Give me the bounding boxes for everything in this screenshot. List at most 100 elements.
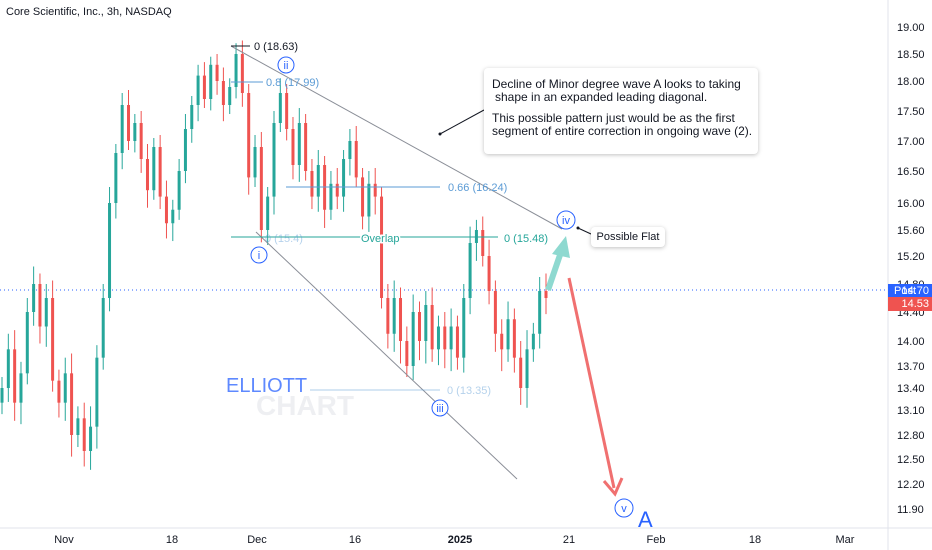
svg-text:i: i: [258, 250, 260, 262]
candle: [196, 64, 200, 122]
candle: [51, 280, 55, 392]
candle: [519, 341, 523, 405]
callout-line-3: This possible pattern just would be as t…: [492, 111, 735, 125]
time-axis[interactable]: Nov 18 Dec 16 2025 21 Feb 18 Mar: [54, 534, 855, 546]
wave-label-iv[interactable]: iv: [556, 210, 576, 230]
last-price-badge: 14.53: [888, 297, 932, 311]
possible-flat-callout[interactable]: Possible Flat: [591, 227, 665, 247]
candle: [531, 322, 535, 362]
candle: [342, 150, 346, 212]
candle: [82, 402, 86, 467]
candle: [373, 168, 377, 215]
wave-label-v[interactable]: v: [614, 498, 634, 518]
candle: [101, 284, 105, 370]
candle: [487, 239, 491, 305]
wave-label-A[interactable]: A: [638, 507, 653, 532]
price-tick-label: 12.20: [897, 479, 925, 491]
candle: [253, 135, 257, 187]
candle: [171, 199, 175, 242]
candle: [25, 298, 29, 385]
time-tick-label: 2025: [448, 534, 472, 546]
candle: [348, 129, 352, 176]
candle: [139, 111, 143, 173]
candle: [449, 308, 453, 372]
candle: [361, 168, 365, 230]
time-tick-label: 16: [349, 534, 361, 546]
candle: [177, 159, 181, 220]
time-tick-label: Nov: [54, 534, 74, 546]
candle: [209, 56, 213, 111]
candle: [392, 280, 396, 352]
candle: [417, 301, 421, 361]
candle: [247, 84, 251, 195]
candle: [266, 187, 270, 245]
candle: [183, 114, 187, 184]
chart-watermark: CHART: [256, 390, 354, 421]
candle: [304, 114, 308, 181]
candle: [291, 117, 295, 180]
candle: [297, 108, 301, 182]
candle: [228, 78, 232, 114]
down-arrow[interactable]: [567, 277, 624, 497]
wave-label-ii[interactable]: ii: [277, 56, 295, 74]
candle: [411, 294, 415, 380]
candle: [240, 40, 244, 107]
price-tick-label: 19.00: [897, 22, 925, 34]
candle: [380, 187, 384, 309]
candle: [133, 114, 137, 153]
candle: [481, 216, 485, 267]
price-tick-label: 13.10: [897, 405, 925, 417]
price-tick-label: 15.60: [897, 225, 925, 237]
candle: [525, 330, 529, 408]
price-tick-label: 13.70: [897, 361, 925, 373]
price-tick-label: 16.50: [897, 166, 925, 178]
price-tick-label: 11.90: [897, 504, 924, 516]
callout-line-2: shape in an expanded leading diagonal.: [495, 90, 708, 104]
post-label: Post: [894, 285, 917, 297]
candle: [329, 171, 333, 220]
upper-trendline[interactable]: [230, 45, 563, 230]
candle: [285, 84, 289, 141]
overlap-label: Overlap: [361, 233, 400, 245]
wave-label-i[interactable]: i: [250, 246, 268, 264]
analysis-callout[interactable]: Decline of Minor degree wave A looks to …: [484, 68, 758, 154]
candle: [462, 284, 466, 373]
wave-label-iii[interactable]: iii: [431, 399, 449, 417]
price-tick-label: 16.00: [897, 198, 925, 210]
last-value: 14.53: [901, 298, 929, 310]
fib-label-1335: 0 (13.35): [447, 385, 491, 397]
lower-trendline[interactable]: [255, 231, 518, 480]
price-tick-label: 13.40: [897, 383, 925, 395]
candle: [114, 144, 118, 219]
candle: [38, 273, 42, 344]
svg-text:ii: ii: [284, 60, 289, 72]
candlestick-series: [0, 40, 548, 470]
candle: [158, 135, 162, 210]
candle: [506, 301, 510, 362]
price-axis[interactable]: 19.00 18.50 18.00 17.50 17.00 16.50 16.00 15.60…: [897, 22, 925, 516]
time-tick-label: Dec: [247, 534, 267, 546]
candle: [89, 406, 93, 470]
up-arrow[interactable]: [545, 236, 570, 291]
candle: [405, 326, 409, 377]
fib-label-066: 0.66 (16.24): [448, 182, 507, 194]
callout-anchor-flat: [576, 226, 580, 230]
price-tick-label: 12.50: [897, 454, 925, 466]
candle: [120, 93, 124, 170]
candle: [215, 54, 219, 95]
time-tick-label: 21: [563, 534, 575, 546]
time-tick-label: 18: [166, 534, 178, 546]
candle: [164, 180, 168, 239]
candle: [127, 90, 131, 150]
candle: [455, 315, 459, 370]
price-tick-label: 14.00: [897, 336, 925, 348]
candle: [13, 330, 17, 421]
time-tick-label: Mar: [836, 534, 855, 546]
candle: [70, 353, 74, 457]
candle: [221, 67, 225, 122]
candle: [443, 312, 447, 369]
time-tick-label: 18: [749, 534, 761, 546]
candle: [323, 156, 327, 228]
candle: [310, 159, 314, 210]
